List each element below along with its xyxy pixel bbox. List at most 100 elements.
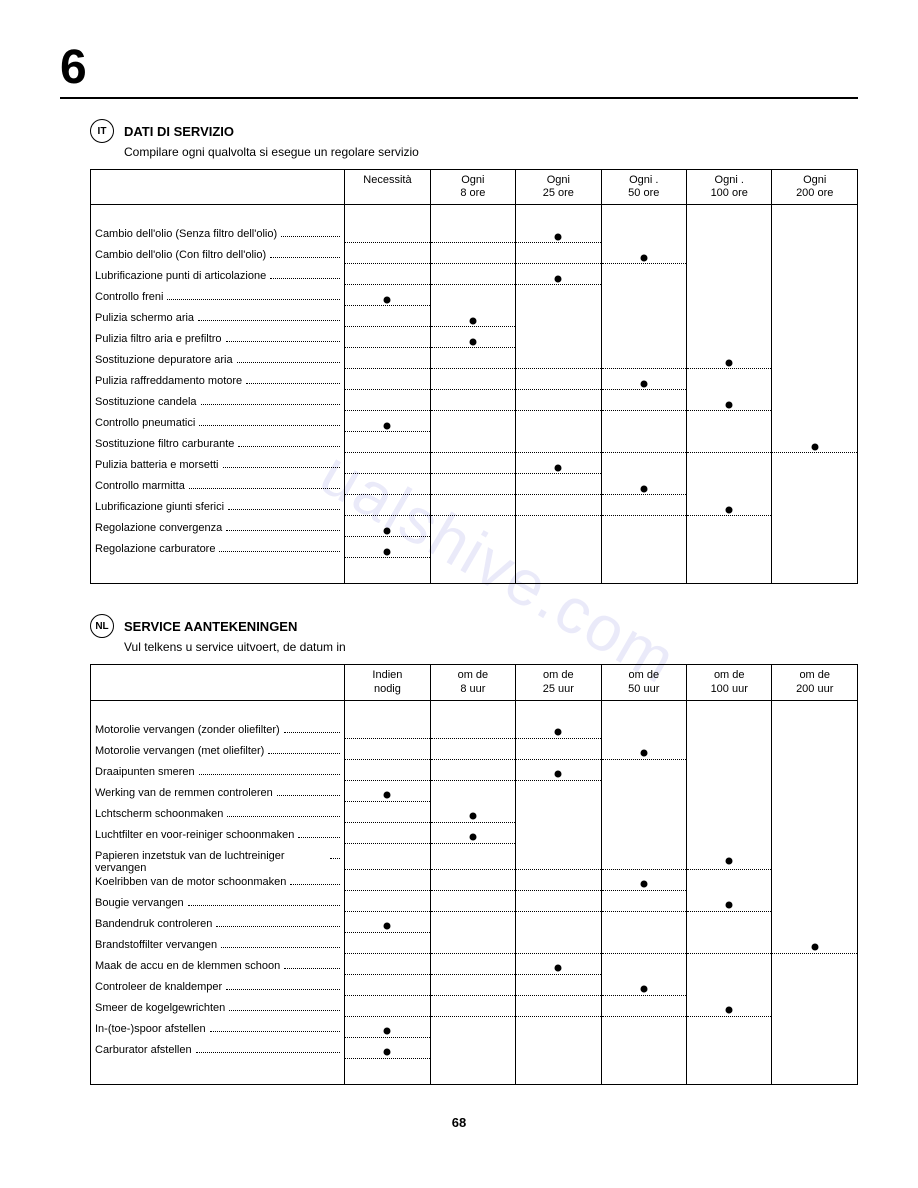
interval-cell bbox=[345, 979, 430, 1000]
task-label-cell: Cambio dell'olio (Con filtro dell'olio) bbox=[91, 247, 345, 268]
leader-dots bbox=[210, 1021, 341, 1032]
interval-cell bbox=[430, 785, 515, 806]
interval-cell bbox=[687, 722, 772, 743]
interval-cell bbox=[345, 373, 430, 394]
interval-cell bbox=[516, 436, 601, 457]
column-header bbox=[91, 665, 345, 700]
leader-dots bbox=[238, 436, 340, 447]
leader-dots bbox=[281, 226, 340, 237]
table-row: Lubrificazione punti di articolazione bbox=[91, 268, 858, 289]
task-label-cell: Luchtfilter en voor-reiniger schoonmaken bbox=[91, 827, 345, 848]
interval-cell bbox=[345, 247, 430, 268]
interval-cell bbox=[601, 373, 686, 394]
task-label: Werking van de remmen controleren bbox=[95, 787, 275, 799]
interval-cell bbox=[430, 226, 515, 247]
leader-dots bbox=[226, 979, 340, 990]
interval-cell bbox=[430, 247, 515, 268]
interval-cell bbox=[687, 289, 772, 310]
interval-cell bbox=[772, 722, 858, 743]
task-label-cell: Lubrificazione giunti sferici bbox=[91, 499, 345, 520]
interval-cell bbox=[687, 520, 772, 541]
interval-cell bbox=[687, 1042, 772, 1063]
interval-cell bbox=[430, 331, 515, 352]
table-row: Carburator afstellen bbox=[91, 1042, 858, 1063]
interval-cell bbox=[601, 848, 686, 874]
bullet-icon bbox=[384, 422, 391, 429]
task-label: Lubrificazione punti di articolazione bbox=[95, 270, 268, 282]
task-label: Bougie vervangen bbox=[95, 897, 186, 909]
interval-cell bbox=[601, 1021, 686, 1042]
service-section: ITDATI DI SERVIZIOCompilare ogni qualvol… bbox=[90, 119, 858, 584]
interval-cell bbox=[687, 415, 772, 436]
task-label: Cambio dell'olio (Senza filtro dell'olio… bbox=[95, 228, 279, 240]
interval-cell bbox=[601, 457, 686, 478]
interval-cell bbox=[687, 874, 772, 895]
task-label-cell: Smeer de kogelgewrichten bbox=[91, 1000, 345, 1021]
interval-cell bbox=[516, 785, 601, 806]
section-subtitle: Compilare ogni qualvolta si esegue un re… bbox=[124, 145, 858, 159]
bullet-icon bbox=[469, 338, 476, 345]
task-label: Lchtscherm schoonmaken bbox=[95, 808, 225, 820]
interval-cell bbox=[516, 1000, 601, 1021]
task-label: Sostituzione depuratore aria bbox=[95, 354, 235, 366]
task-label: Pulizia batteria e morsetti bbox=[95, 459, 221, 471]
interval-cell bbox=[772, 541, 858, 562]
task-label-cell: Pulizia filtro aria e prefiltro bbox=[91, 331, 345, 352]
interval-cell bbox=[687, 373, 772, 394]
table-row: Cambio dell'olio (Senza filtro dell'olio… bbox=[91, 226, 858, 247]
task-label-cell: Sostituzione filtro carburante bbox=[91, 436, 345, 457]
interval-cell bbox=[772, 394, 858, 415]
interval-cell bbox=[772, 1042, 858, 1063]
interval-cell bbox=[772, 979, 858, 1000]
column-header: om de25 uur bbox=[516, 665, 601, 700]
bullet-icon bbox=[555, 233, 562, 240]
bullet-icon bbox=[640, 380, 647, 387]
task-label: Pulizia schermo aria bbox=[95, 312, 196, 324]
column-header: om de200 uur bbox=[772, 665, 858, 700]
interval-cell bbox=[430, 415, 515, 436]
interval-cell bbox=[687, 499, 772, 520]
column-header: Ogni .100 ore bbox=[687, 170, 772, 205]
interval-cell bbox=[430, 806, 515, 827]
task-label-cell: Werking van de remmen controleren bbox=[91, 785, 345, 806]
interval-cell bbox=[772, 806, 858, 827]
column-header: Ogni .50 ore bbox=[601, 170, 686, 205]
interval-cell bbox=[430, 722, 515, 743]
interval-cell bbox=[687, 352, 772, 373]
task-label-cell: Carburator afstellen bbox=[91, 1042, 345, 1063]
column-header: om de50 uur bbox=[601, 665, 686, 700]
interval-cell bbox=[601, 806, 686, 827]
interval-cell bbox=[687, 268, 772, 289]
interval-cell bbox=[516, 331, 601, 352]
task-label-cell: Regolazione carburatore bbox=[91, 541, 345, 562]
interval-cell bbox=[430, 916, 515, 937]
leader-dots bbox=[199, 415, 340, 426]
interval-cell bbox=[601, 743, 686, 764]
table-row: Motorolie vervangen (zonder oliefilter) bbox=[91, 722, 858, 743]
interval-cell bbox=[516, 352, 601, 373]
bullet-icon bbox=[469, 317, 476, 324]
table-row: Controllo pneumatici bbox=[91, 415, 858, 436]
interval-cell bbox=[601, 785, 686, 806]
interval-cell bbox=[430, 457, 515, 478]
bullet-icon bbox=[811, 944, 818, 951]
bullet-icon bbox=[640, 881, 647, 888]
column-header bbox=[91, 170, 345, 205]
bullet-icon bbox=[640, 750, 647, 757]
leader-dots bbox=[246, 373, 340, 384]
interval-cell bbox=[345, 895, 430, 916]
interval-cell bbox=[516, 1042, 601, 1063]
leader-dots bbox=[228, 499, 340, 510]
interval-cell bbox=[601, 289, 686, 310]
interval-cell bbox=[772, 478, 858, 499]
task-label: Pulizia raffreddamento motore bbox=[95, 375, 244, 387]
interval-cell bbox=[430, 499, 515, 520]
task-label-cell: Controllo pneumatici bbox=[91, 415, 345, 436]
interval-cell bbox=[601, 331, 686, 352]
interval-cell bbox=[345, 226, 430, 247]
task-label-cell: Cambio dell'olio (Senza filtro dell'olio… bbox=[91, 226, 345, 247]
interval-cell bbox=[345, 785, 430, 806]
interval-cell bbox=[772, 958, 858, 979]
leader-dots bbox=[221, 937, 340, 948]
bullet-icon bbox=[726, 902, 733, 909]
